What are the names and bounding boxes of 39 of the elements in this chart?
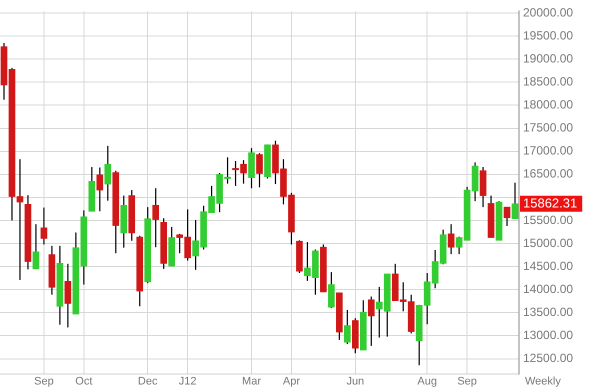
candlestick: [64, 263, 72, 328]
y-tick-label: 13000.00: [523, 328, 574, 342]
candlestick: [152, 188, 160, 248]
x-tick-label: Mar: [242, 376, 262, 388]
y-tick-label: 13500.00: [523, 305, 574, 319]
x-tick-label: Dec: [138, 376, 158, 388]
y-tick-label: 15500.00: [523, 212, 574, 227]
candlestick: [104, 145, 112, 202]
x-tick-label: J12: [178, 376, 197, 388]
y-tick-label: 20000.00: [523, 5, 574, 20]
y-tick-label: 17500.00: [523, 120, 574, 135]
x-tick-label: Oct: [75, 376, 92, 388]
x-tick-label: Jun: [346, 376, 364, 388]
candlestick: [40, 206, 48, 246]
candlestick: [328, 272, 335, 309]
text: 15862.31: [523, 195, 578, 210]
candlestick: [96, 166, 104, 212]
x-tick-label: Sep: [457, 376, 477, 388]
y-tick-label: 19500.00: [523, 28, 574, 42]
candlestick: [512, 182, 518, 220]
x-tick-label: Sep: [34, 376, 54, 388]
candlestick: [344, 309, 351, 345]
y-tick-label: 12500.00: [523, 351, 574, 366]
y-tick-label: 17000.00: [523, 144, 574, 158]
y-tick-label: 16500.00: [523, 166, 574, 181]
text: Weekly: [525, 376, 562, 388]
y-tick-label: 14000.00: [523, 282, 574, 296]
candlestick: [368, 296, 375, 346]
y-tick-label: 14500.00: [523, 258, 574, 273]
y-tick-label: 18500.00: [523, 74, 574, 89]
y-tick-label: 19000.00: [523, 51, 574, 66]
candlestick: [256, 152, 263, 188]
x-tick-label: Apr: [282, 376, 300, 388]
candlestick: [448, 224, 454, 255]
y-tick-label: 15000.00: [523, 236, 574, 250]
candlestick: [504, 206, 510, 227]
candlestick: [32, 224, 40, 270]
x-tick-label: Aug: [417, 376, 437, 388]
y-tick-label: 18000.00: [523, 98, 574, 112]
